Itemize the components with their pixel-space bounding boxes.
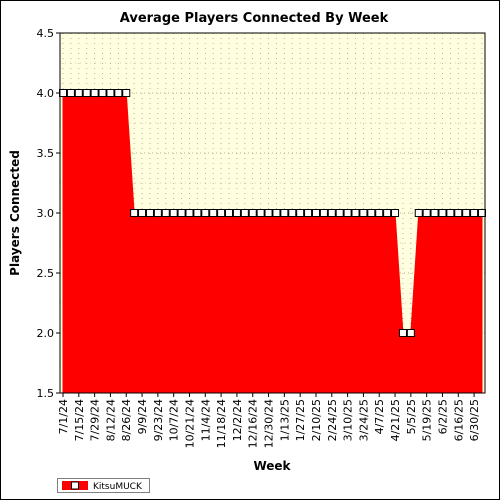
- x-tick-label: 6/2/25: [436, 399, 449, 434]
- data-point: [90, 89, 99, 97]
- x-tick-label: 12/2/24: [231, 399, 244, 441]
- data-point: [74, 89, 83, 97]
- data-point: [153, 209, 162, 217]
- data-point: [66, 89, 75, 97]
- data-point: [177, 209, 186, 217]
- data-point: [122, 89, 131, 97]
- data-point: [367, 209, 376, 217]
- legend-label: KitsuMUCK: [93, 482, 143, 492]
- x-tick-label: 9/9/24: [136, 399, 149, 434]
- y-tick-label: 2.5: [37, 267, 55, 280]
- data-point: [406, 329, 415, 337]
- x-tick-label: 11/4/24: [199, 399, 212, 441]
- x-tick-label: 11/18/24: [215, 399, 228, 448]
- data-point: [248, 209, 257, 217]
- data-point: [138, 209, 147, 217]
- x-tick-label: 5/19/25: [421, 399, 434, 441]
- data-point: [319, 209, 328, 217]
- x-tick-label: 4/7/25: [373, 399, 386, 434]
- data-point: [478, 209, 486, 217]
- data-point: [145, 209, 154, 217]
- data-point: [59, 89, 67, 97]
- data-point: [327, 209, 336, 217]
- data-point: [209, 209, 218, 217]
- x-tick-label: 2/10/25: [310, 399, 323, 441]
- x-tick-label: 7/1/24: [57, 399, 70, 434]
- x-tick-label: 7/29/24: [89, 399, 102, 441]
- data-point: [391, 209, 400, 217]
- x-axis-ticks: 7/1/24 7/15/24 7/29/24 8/12/24 8/26/24 9/9/24…: [57, 393, 481, 448]
- data-point: [280, 209, 289, 217]
- data-point: [106, 89, 115, 97]
- data-point: [264, 209, 273, 217]
- data-point: [470, 209, 479, 217]
- data-point: [169, 209, 178, 217]
- data-point: [130, 209, 139, 217]
- marker-layer: [59, 89, 486, 337]
- data-point: [375, 209, 384, 217]
- data-point: [296, 209, 305, 217]
- data-point: [430, 209, 439, 217]
- y-axis-ticks: 1.5 2.0 2.5 3.0 3.5 4.0 4.5: [37, 27, 60, 400]
- x-tick-label: 6/30/25: [468, 399, 481, 441]
- y-tick-label: 2.0: [37, 327, 55, 340]
- data-point: [304, 209, 313, 217]
- data-point: [414, 209, 423, 217]
- x-tick-label: 1/13/25: [278, 399, 291, 441]
- legend-marker: [71, 481, 79, 490]
- data-point: [161, 209, 170, 217]
- y-tick-label: 4.5: [37, 27, 55, 40]
- data-point: [351, 209, 360, 217]
- data-point: [185, 209, 194, 217]
- data-point: [454, 209, 463, 217]
- data-point: [240, 209, 249, 217]
- x-tick-label: 1/27/25: [294, 399, 307, 441]
- data-point: [114, 89, 123, 97]
- data-point: [272, 209, 281, 217]
- x-tick-label: 6/16/25: [452, 399, 465, 441]
- data-point: [422, 209, 431, 217]
- x-tick-label: 7/15/24: [73, 399, 86, 441]
- y-tick-label: 1.5: [37, 387, 55, 400]
- x-axis-label: Week: [253, 459, 291, 473]
- data-point: [256, 209, 265, 217]
- data-point: [311, 209, 320, 217]
- data-point: [217, 209, 226, 217]
- data-point: [98, 89, 107, 97]
- data-point: [383, 209, 392, 217]
- data-point: [462, 209, 471, 217]
- data-point: [193, 209, 202, 217]
- data-point: [232, 209, 241, 217]
- data-point: [225, 209, 234, 217]
- data-point: [288, 209, 297, 217]
- x-tick-label: 9/23/24: [152, 399, 165, 441]
- chart-title: Average Players Connected By Week: [120, 11, 389, 26]
- data-point: [82, 89, 91, 97]
- y-tick-label: 3.0: [37, 207, 55, 220]
- x-tick-label: 10/21/24: [183, 399, 196, 448]
- data-point: [359, 209, 368, 217]
- x-tick-label: 2/24/25: [326, 399, 339, 441]
- data-point: [398, 329, 407, 337]
- x-tick-label: 12/16/24: [247, 399, 260, 448]
- data-point: [446, 209, 455, 217]
- x-tick-label: 12/30/24: [263, 399, 276, 448]
- data-point: [335, 209, 344, 217]
- legend: KitsuMUCK: [57, 478, 150, 493]
- x-tick-label: 8/12/24: [104, 399, 117, 441]
- y-axis-label: Players Connected: [8, 150, 22, 276]
- y-tick-label: 4.0: [37, 87, 55, 100]
- data-point: [438, 209, 447, 217]
- x-tick-label: 3/10/25: [342, 399, 355, 441]
- x-tick-label: 10/7/24: [168, 399, 181, 441]
- data-point: [201, 209, 210, 217]
- y-tick-label: 3.5: [37, 147, 55, 160]
- x-tick-label: 4/21/25: [389, 399, 402, 441]
- x-tick-label: 3/24/25: [357, 399, 370, 441]
- x-tick-label: 8/26/24: [120, 399, 133, 441]
- data-point: [343, 209, 352, 217]
- x-tick-label: 5/5/25: [405, 399, 418, 434]
